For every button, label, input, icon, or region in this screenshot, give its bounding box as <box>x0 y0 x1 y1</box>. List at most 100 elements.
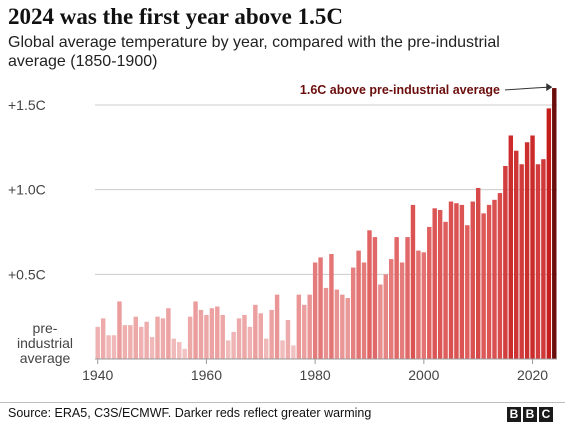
bar-2024 <box>552 88 557 360</box>
bar-1942 <box>106 335 111 359</box>
bar-2013 <box>492 199 497 359</box>
y-tick-label: +1.0C <box>8 182 46 198</box>
bar-1947 <box>133 316 138 359</box>
bar-2009 <box>470 201 475 359</box>
bar-1980 <box>312 262 318 359</box>
bar-1992 <box>378 284 383 359</box>
bar-1977 <box>296 294 302 359</box>
bar-1974 <box>280 340 285 359</box>
bar-2019 <box>524 142 530 359</box>
y-tick-label-baseline: pre-industrial average <box>17 320 73 366</box>
bar-2016 <box>508 135 514 359</box>
footer-divider <box>0 402 565 403</box>
bar-1985 <box>340 294 345 359</box>
bar-2020 <box>530 135 535 359</box>
bar-1951 <box>155 316 160 359</box>
bar-1953 <box>166 308 171 359</box>
bar-2000 <box>421 252 427 359</box>
bar-2004 <box>443 221 448 359</box>
bar-1991 <box>372 237 378 359</box>
bar-1988 <box>356 250 361 359</box>
bar-1966 <box>236 318 242 359</box>
bar-2007 <box>459 204 465 359</box>
x-tick-label-1980: 1980 <box>300 367 331 383</box>
bar-1973 <box>274 294 280 359</box>
bar-1967 <box>242 314 247 359</box>
bar-1984 <box>334 289 340 359</box>
bar-1975 <box>285 320 291 359</box>
bar-1955 <box>177 342 182 359</box>
bar-1989 <box>361 262 367 359</box>
bar-1949 <box>144 321 149 359</box>
bar-1946 <box>128 325 133 359</box>
bar-1990 <box>367 230 372 359</box>
bar-1962 <box>215 306 220 359</box>
bar-1982 <box>323 287 329 359</box>
bar-1972 <box>269 309 274 359</box>
bar-2022 <box>541 159 546 359</box>
bar-1999 <box>416 250 421 359</box>
annotation-label: 1.6C above pre-industrial average <box>300 83 500 97</box>
bbc-logo-letter: C <box>539 407 553 422</box>
bar-2008 <box>465 225 470 359</box>
chart-subtitle: Global average temperature by year, comp… <box>8 34 500 70</box>
bar-2006 <box>454 203 459 359</box>
bar-2001 <box>427 226 432 359</box>
bar-1944 <box>117 301 122 359</box>
bar-2017 <box>514 150 519 359</box>
x-tick-label-1940: 1940 <box>82 367 113 383</box>
y-tick-label: +1.5C <box>8 97 46 113</box>
bar-1957 <box>187 316 193 359</box>
bar-1976 <box>291 345 296 359</box>
bar-1941 <box>100 318 106 359</box>
bar-2011 <box>481 213 486 359</box>
bar-1981 <box>318 257 323 359</box>
x-tick-label-1960: 1960 <box>191 367 222 383</box>
bar-2005 <box>448 201 454 359</box>
bar-1970 <box>258 313 263 359</box>
bar-1987 <box>350 267 356 359</box>
bar-1978 <box>302 304 307 359</box>
bbc-logo-letter: B <box>507 407 521 422</box>
bar-1940 <box>95 326 100 359</box>
bar-1969 <box>253 304 258 359</box>
bar-1961 <box>209 308 215 359</box>
temperature-bar-chart: pre-industrial average +0.5C +1.0C +1.5C 1940… <box>8 83 557 383</box>
bar-2010 <box>475 187 481 359</box>
bar-1958 <box>193 301 198 359</box>
bar-2014 <box>497 193 503 359</box>
bar-2023 <box>546 108 552 360</box>
bbc-logo: B B C <box>507 407 553 422</box>
bar-1994 <box>389 259 394 359</box>
bar-1943 <box>111 335 117 359</box>
bar-2012 <box>486 204 492 359</box>
bbc-logo-letter: B <box>523 407 537 422</box>
bar-1986 <box>345 298 350 359</box>
bar-1964 <box>225 340 231 359</box>
bar-1979 <box>307 294 312 359</box>
x-tick-label-2000: 2000 <box>408 367 439 383</box>
bar-1963 <box>220 314 225 359</box>
bar-2021 <box>535 164 541 359</box>
bar-2015 <box>503 165 508 359</box>
y-tick-label: +0.5C <box>8 266 46 282</box>
bar-1993 <box>383 274 389 359</box>
bar-1952 <box>160 318 166 359</box>
bar-1995 <box>394 237 399 359</box>
bar-2002 <box>432 208 437 359</box>
bar-1983 <box>329 254 334 359</box>
bar-1945 <box>122 325 128 359</box>
bar-2003 <box>437 209 443 359</box>
bar-1971 <box>263 338 269 359</box>
bar-1960 <box>204 314 209 359</box>
x-tick-label-2020: 2020 <box>517 367 548 383</box>
chart-title: 2024 was the first year above 1.5C <box>8 4 343 29</box>
bar-1950 <box>149 336 155 359</box>
bar-2018 <box>519 164 524 359</box>
bar-1956 <box>182 348 187 359</box>
bar-1996 <box>399 262 405 359</box>
bar-1959 <box>198 309 204 359</box>
bar-1997 <box>405 237 410 359</box>
bar-1948 <box>138 326 144 359</box>
bar-1965 <box>231 331 236 359</box>
